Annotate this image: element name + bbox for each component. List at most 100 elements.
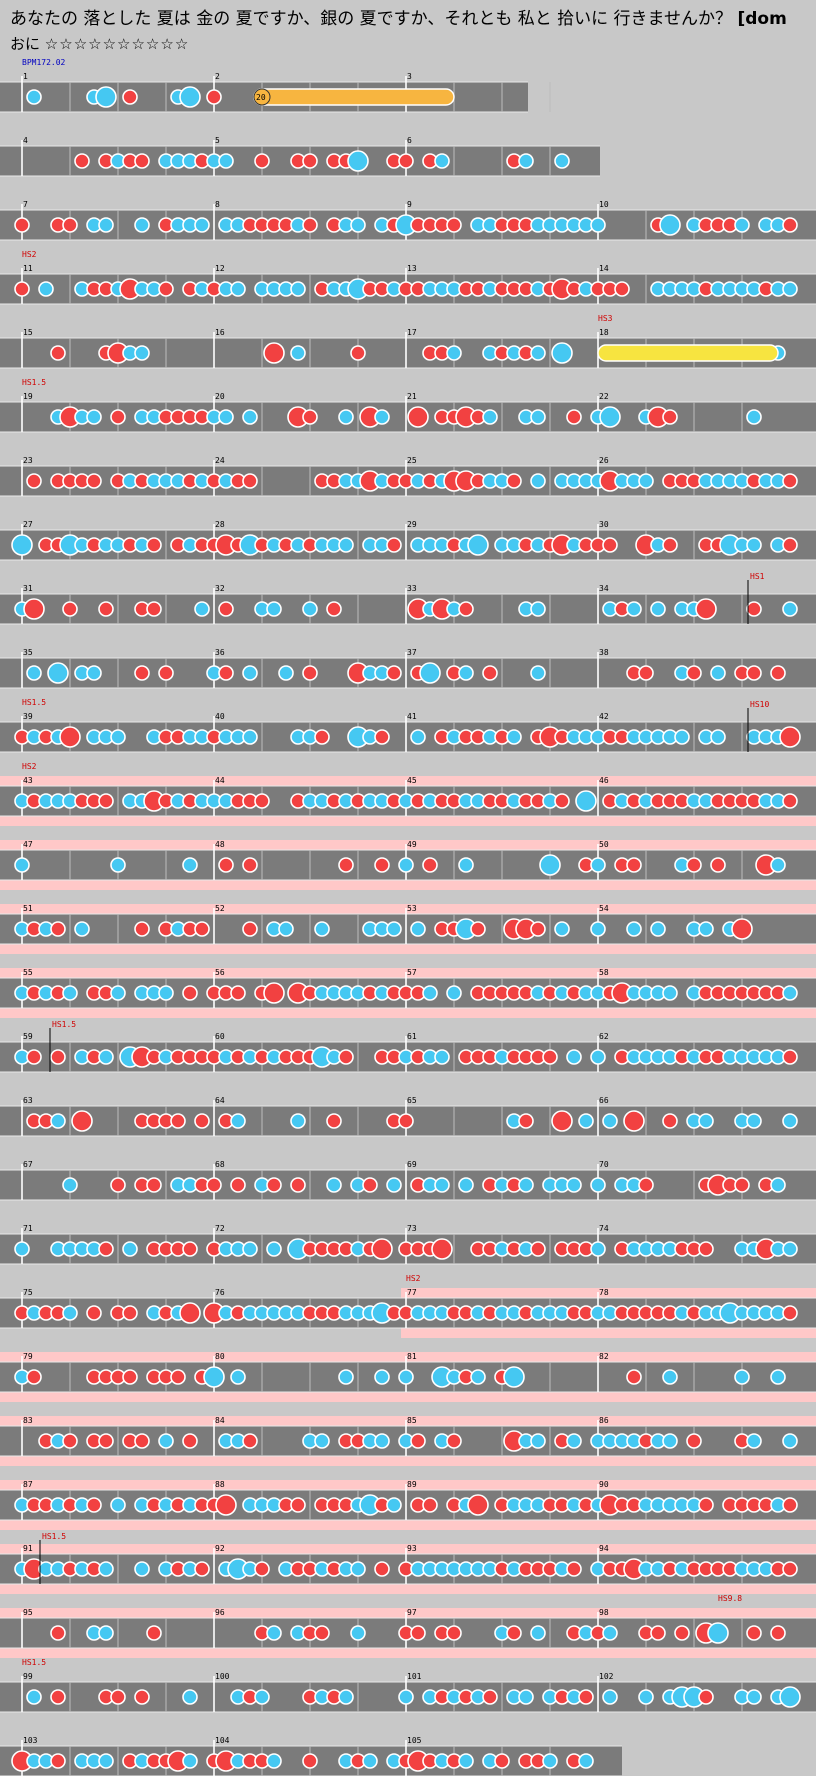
- ka-note: [458, 1753, 474, 1769]
- ka-note: [338, 1369, 354, 1385]
- ka-note: [158, 985, 174, 1001]
- don-note: [602, 537, 618, 553]
- don-note: [134, 921, 150, 937]
- don-note: [146, 1625, 162, 1641]
- don-note: [410, 1433, 426, 1449]
- measure-number: 28: [215, 520, 225, 529]
- don-note: [290, 1177, 306, 1193]
- don-note: [542, 1049, 558, 1065]
- ka-note: [26, 89, 42, 105]
- measure-number: 2: [215, 72, 220, 81]
- measure-number: 100: [215, 1672, 230, 1681]
- measure-number: 48: [215, 840, 225, 849]
- ka-note: [506, 729, 522, 745]
- measure-number: 45: [407, 776, 417, 785]
- ka-note: [518, 1177, 534, 1193]
- measure-number: 89: [407, 1480, 417, 1489]
- don-note: [731, 918, 753, 940]
- measure-number: 23: [23, 456, 33, 465]
- ka-note: [134, 1561, 150, 1577]
- don-note: [110, 409, 126, 425]
- don-note: [302, 153, 318, 169]
- scroll-speed-label: HS1.5: [22, 1658, 46, 1667]
- measure-number: 70: [599, 1160, 609, 1169]
- don-note: [98, 1433, 114, 1449]
- ka-note: [266, 1241, 282, 1257]
- ka-note: [566, 1177, 582, 1193]
- difficulty-stars: ☆☆☆☆☆☆☆☆☆☆: [44, 35, 190, 53]
- ka-note: [74, 921, 90, 937]
- ka-note: [503, 1366, 525, 1388]
- ka-note: [434, 1049, 450, 1065]
- ka-note: [779, 1686, 801, 1708]
- don-note: [170, 1113, 186, 1129]
- measure-number: 61: [407, 1032, 417, 1041]
- measure-number: 34: [599, 584, 609, 593]
- measure-number: 53: [407, 904, 417, 913]
- don-note: [302, 665, 318, 681]
- don-note: [254, 793, 270, 809]
- ka-note: [374, 409, 390, 425]
- ka-note: [62, 1305, 78, 1321]
- don-note: [62, 601, 78, 617]
- ka-note: [734, 217, 750, 233]
- don-note: [674, 1625, 690, 1641]
- don-note: [158, 281, 174, 297]
- ka-note: [746, 1433, 762, 1449]
- measure-number: 74: [599, 1224, 609, 1233]
- measure-number: 84: [215, 1416, 225, 1425]
- measure-number: 50: [599, 840, 609, 849]
- don-note: [50, 1625, 66, 1641]
- measure-number: 12: [215, 264, 225, 273]
- don-note: [782, 1497, 798, 1513]
- ka-note: [530, 473, 546, 489]
- measure-number: 73: [407, 1224, 417, 1233]
- ka-note: [86, 665, 102, 681]
- measure-number: 58: [599, 968, 609, 977]
- measure-number: 4: [23, 136, 28, 145]
- don-note: [374, 729, 390, 745]
- ka-note: [590, 1241, 606, 1257]
- don-note: [98, 1241, 114, 1257]
- measure-number: 27: [23, 520, 33, 529]
- ka-note: [98, 217, 114, 233]
- don-note: [170, 1369, 186, 1385]
- don-note: [266, 1177, 282, 1193]
- don-note: [374, 857, 390, 873]
- don-note: [74, 153, 90, 169]
- ka-note: [386, 921, 402, 937]
- measure-number: 42: [599, 712, 609, 721]
- don-note: [695, 598, 717, 620]
- scroll-speed-label: HS1.5: [22, 378, 46, 387]
- ka-note: [530, 409, 546, 425]
- don-note: [146, 1177, 162, 1193]
- measure-number: 105: [407, 1736, 422, 1745]
- don-note: [122, 1305, 138, 1321]
- measure-number: 63: [23, 1096, 33, 1105]
- ka-note: [110, 729, 126, 745]
- don-note: [554, 793, 570, 809]
- ka-note: [662, 1433, 678, 1449]
- don-note: [26, 1369, 42, 1385]
- ka-note: [26, 1689, 42, 1705]
- ka-note: [650, 601, 666, 617]
- ka-note: [11, 534, 33, 556]
- don-note: [494, 1753, 510, 1769]
- don-note: [134, 153, 150, 169]
- measure-number: 54: [599, 904, 609, 913]
- don-note: [686, 1433, 702, 1449]
- ka-note: [302, 601, 318, 617]
- measure-number: 9: [407, 200, 412, 209]
- ka-note: [551, 342, 573, 364]
- measure-number: 95: [23, 1608, 33, 1617]
- ka-note: [350, 1625, 366, 1641]
- don-note: [566, 1561, 582, 1577]
- don-note: [746, 1625, 762, 1641]
- measure-number: 78: [599, 1288, 609, 1297]
- ka-note: [659, 214, 681, 236]
- ka-note: [110, 1497, 126, 1513]
- speed-change-label: HS1.5: [42, 1532, 66, 1541]
- ka-note: [203, 1366, 225, 1388]
- measure-number: 39: [23, 712, 33, 721]
- don-note: [302, 217, 318, 233]
